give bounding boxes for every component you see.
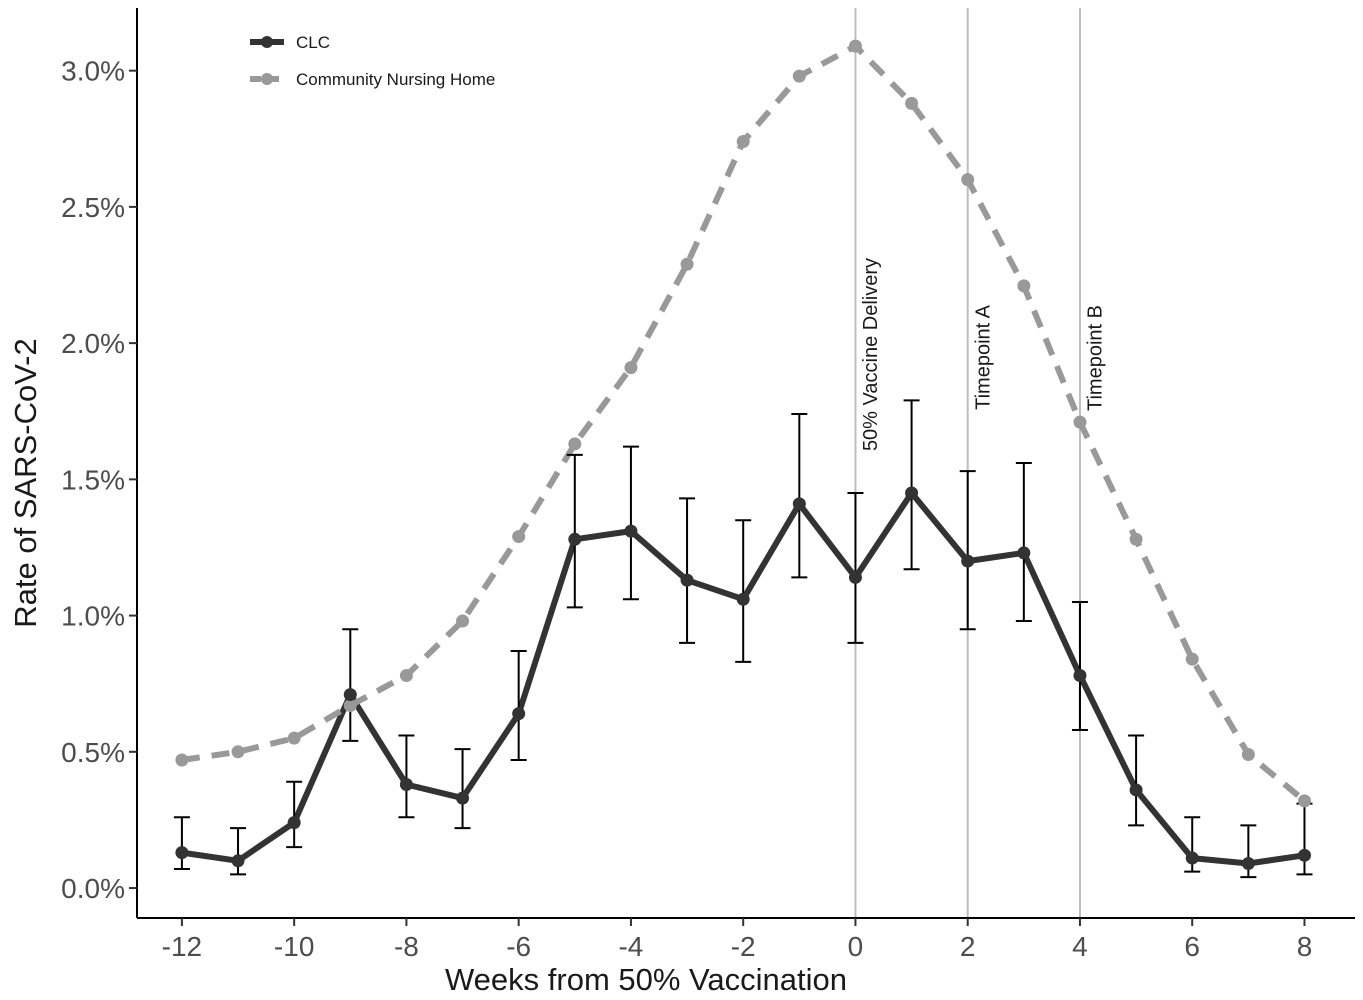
vertical-line-label-1: Timepoint A: [972, 304, 994, 410]
data-point: [287, 816, 301, 830]
legend: CLC Community Nursing Home: [250, 33, 495, 89]
y-tick-label: 0.5%: [61, 737, 125, 768]
data-point: [1185, 851, 1199, 865]
error-bar: [286, 780, 303, 849]
vertical-reference-lines: [854, 8, 1081, 918]
error-bar: [1128, 734, 1145, 827]
data-point: [905, 96, 919, 110]
data-point: [736, 592, 750, 606]
legend-swatch-point: [261, 73, 273, 85]
y-tick-label: 2.0%: [61, 328, 125, 359]
error-bar: [1296, 802, 1313, 876]
data-point: [343, 698, 357, 712]
vertical-line-label-2: Timepoint B: [1085, 305, 1107, 411]
data-point: [231, 854, 245, 868]
legend-item-1: Community Nursing Home: [250, 70, 495, 89]
error-bar: [173, 816, 190, 870]
x-tick-label: 4: [1072, 931, 1088, 962]
x-tick-label: 2: [960, 931, 976, 962]
x-tick-label: 8: [1297, 931, 1313, 962]
error-bar: [791, 412, 808, 579]
y-axis-title: Rate of SARS-CoV-2: [8, 338, 43, 627]
data-point: [1129, 783, 1143, 797]
data-point: [175, 753, 189, 767]
x-tick-label: -10: [274, 931, 314, 962]
x-tick-label: -8: [394, 931, 419, 962]
error-bar: [959, 470, 976, 631]
x-tick-label: -12: [162, 931, 202, 962]
error-bar: [1015, 462, 1032, 623]
data-point: [792, 69, 806, 83]
data-point: [1241, 857, 1255, 871]
data-point: [568, 532, 582, 546]
error-bar: [1071, 600, 1088, 732]
vertical-line-labels: 50% Vaccine Delivery Timepoint A Timepoint…: [860, 258, 1107, 451]
data-point: [456, 614, 470, 628]
data-point: [961, 173, 975, 187]
data-point: [1185, 652, 1199, 666]
data-points: [175, 39, 1311, 871]
data-point: [792, 497, 806, 511]
axes: -12 -10 -8 -6 -4 -2 0 2 4 6 8 0.0% 0.5% 1.0% 1.5% 2.0% 2…: [61, 8, 1355, 962]
data-point: [961, 554, 975, 568]
data-point: [1297, 794, 1311, 808]
error-bar: [454, 748, 471, 830]
data-point: [1017, 546, 1031, 560]
error-bar: [735, 519, 752, 663]
error-bar: [342, 628, 359, 742]
y-tick-label: 1.0%: [61, 601, 125, 632]
x-tick-label: -4: [618, 931, 643, 962]
x-tick-label: -6: [506, 931, 531, 962]
error-bar: [679, 497, 696, 644]
data-point: [343, 688, 357, 702]
error-bars: [173, 399, 1313, 879]
legend-label: Community Nursing Home: [296, 70, 495, 89]
legend-item-0: CLC: [250, 33, 330, 52]
error-bar: [230, 827, 247, 876]
data-point: [680, 257, 694, 271]
y-tick-label: 0.0%: [61, 873, 125, 904]
data-point: [1017, 279, 1031, 293]
vertical-line-label-0: 50% Vaccine Delivery: [860, 258, 882, 451]
data-point: [175, 846, 189, 860]
data-point: [512, 707, 526, 721]
data-point: [568, 437, 582, 451]
error-bar: [903, 399, 920, 571]
data-point: [1073, 415, 1087, 429]
data-point: [231, 745, 245, 759]
data-point: [399, 669, 413, 683]
data-point: [736, 135, 750, 149]
x-tick-label: 0: [848, 931, 864, 962]
data-point: [287, 731, 301, 745]
data-point: [624, 361, 638, 375]
error-bar: [398, 734, 415, 819]
error-bar: [847, 491, 864, 644]
y-tick-label: 1.5%: [61, 464, 125, 495]
legend-label: CLC: [296, 33, 330, 52]
data-point: [1297, 848, 1311, 862]
data-point: [1241, 748, 1255, 762]
data-point: [680, 573, 694, 587]
data-point: [456, 791, 470, 805]
data-point: [848, 39, 862, 53]
x-axis-title: Weeks from 50% Vaccination: [445, 962, 847, 997]
data-point: [512, 530, 526, 544]
data-point: [905, 486, 919, 500]
data-point: [624, 524, 638, 538]
y-tick-label: 2.5%: [61, 192, 125, 223]
data-point: [399, 777, 413, 791]
error-bar: [566, 453, 583, 609]
data-point: [1073, 669, 1087, 683]
data-point: [1129, 532, 1143, 546]
legend-swatch-point: [261, 36, 273, 48]
x-tick-label: 6: [1184, 931, 1200, 962]
x-tick-label: -2: [731, 931, 756, 962]
error-bar: [510, 649, 527, 761]
y-tick-label: 3.0%: [61, 56, 125, 87]
error-bar: [622, 445, 639, 601]
data-point: [848, 570, 862, 584]
